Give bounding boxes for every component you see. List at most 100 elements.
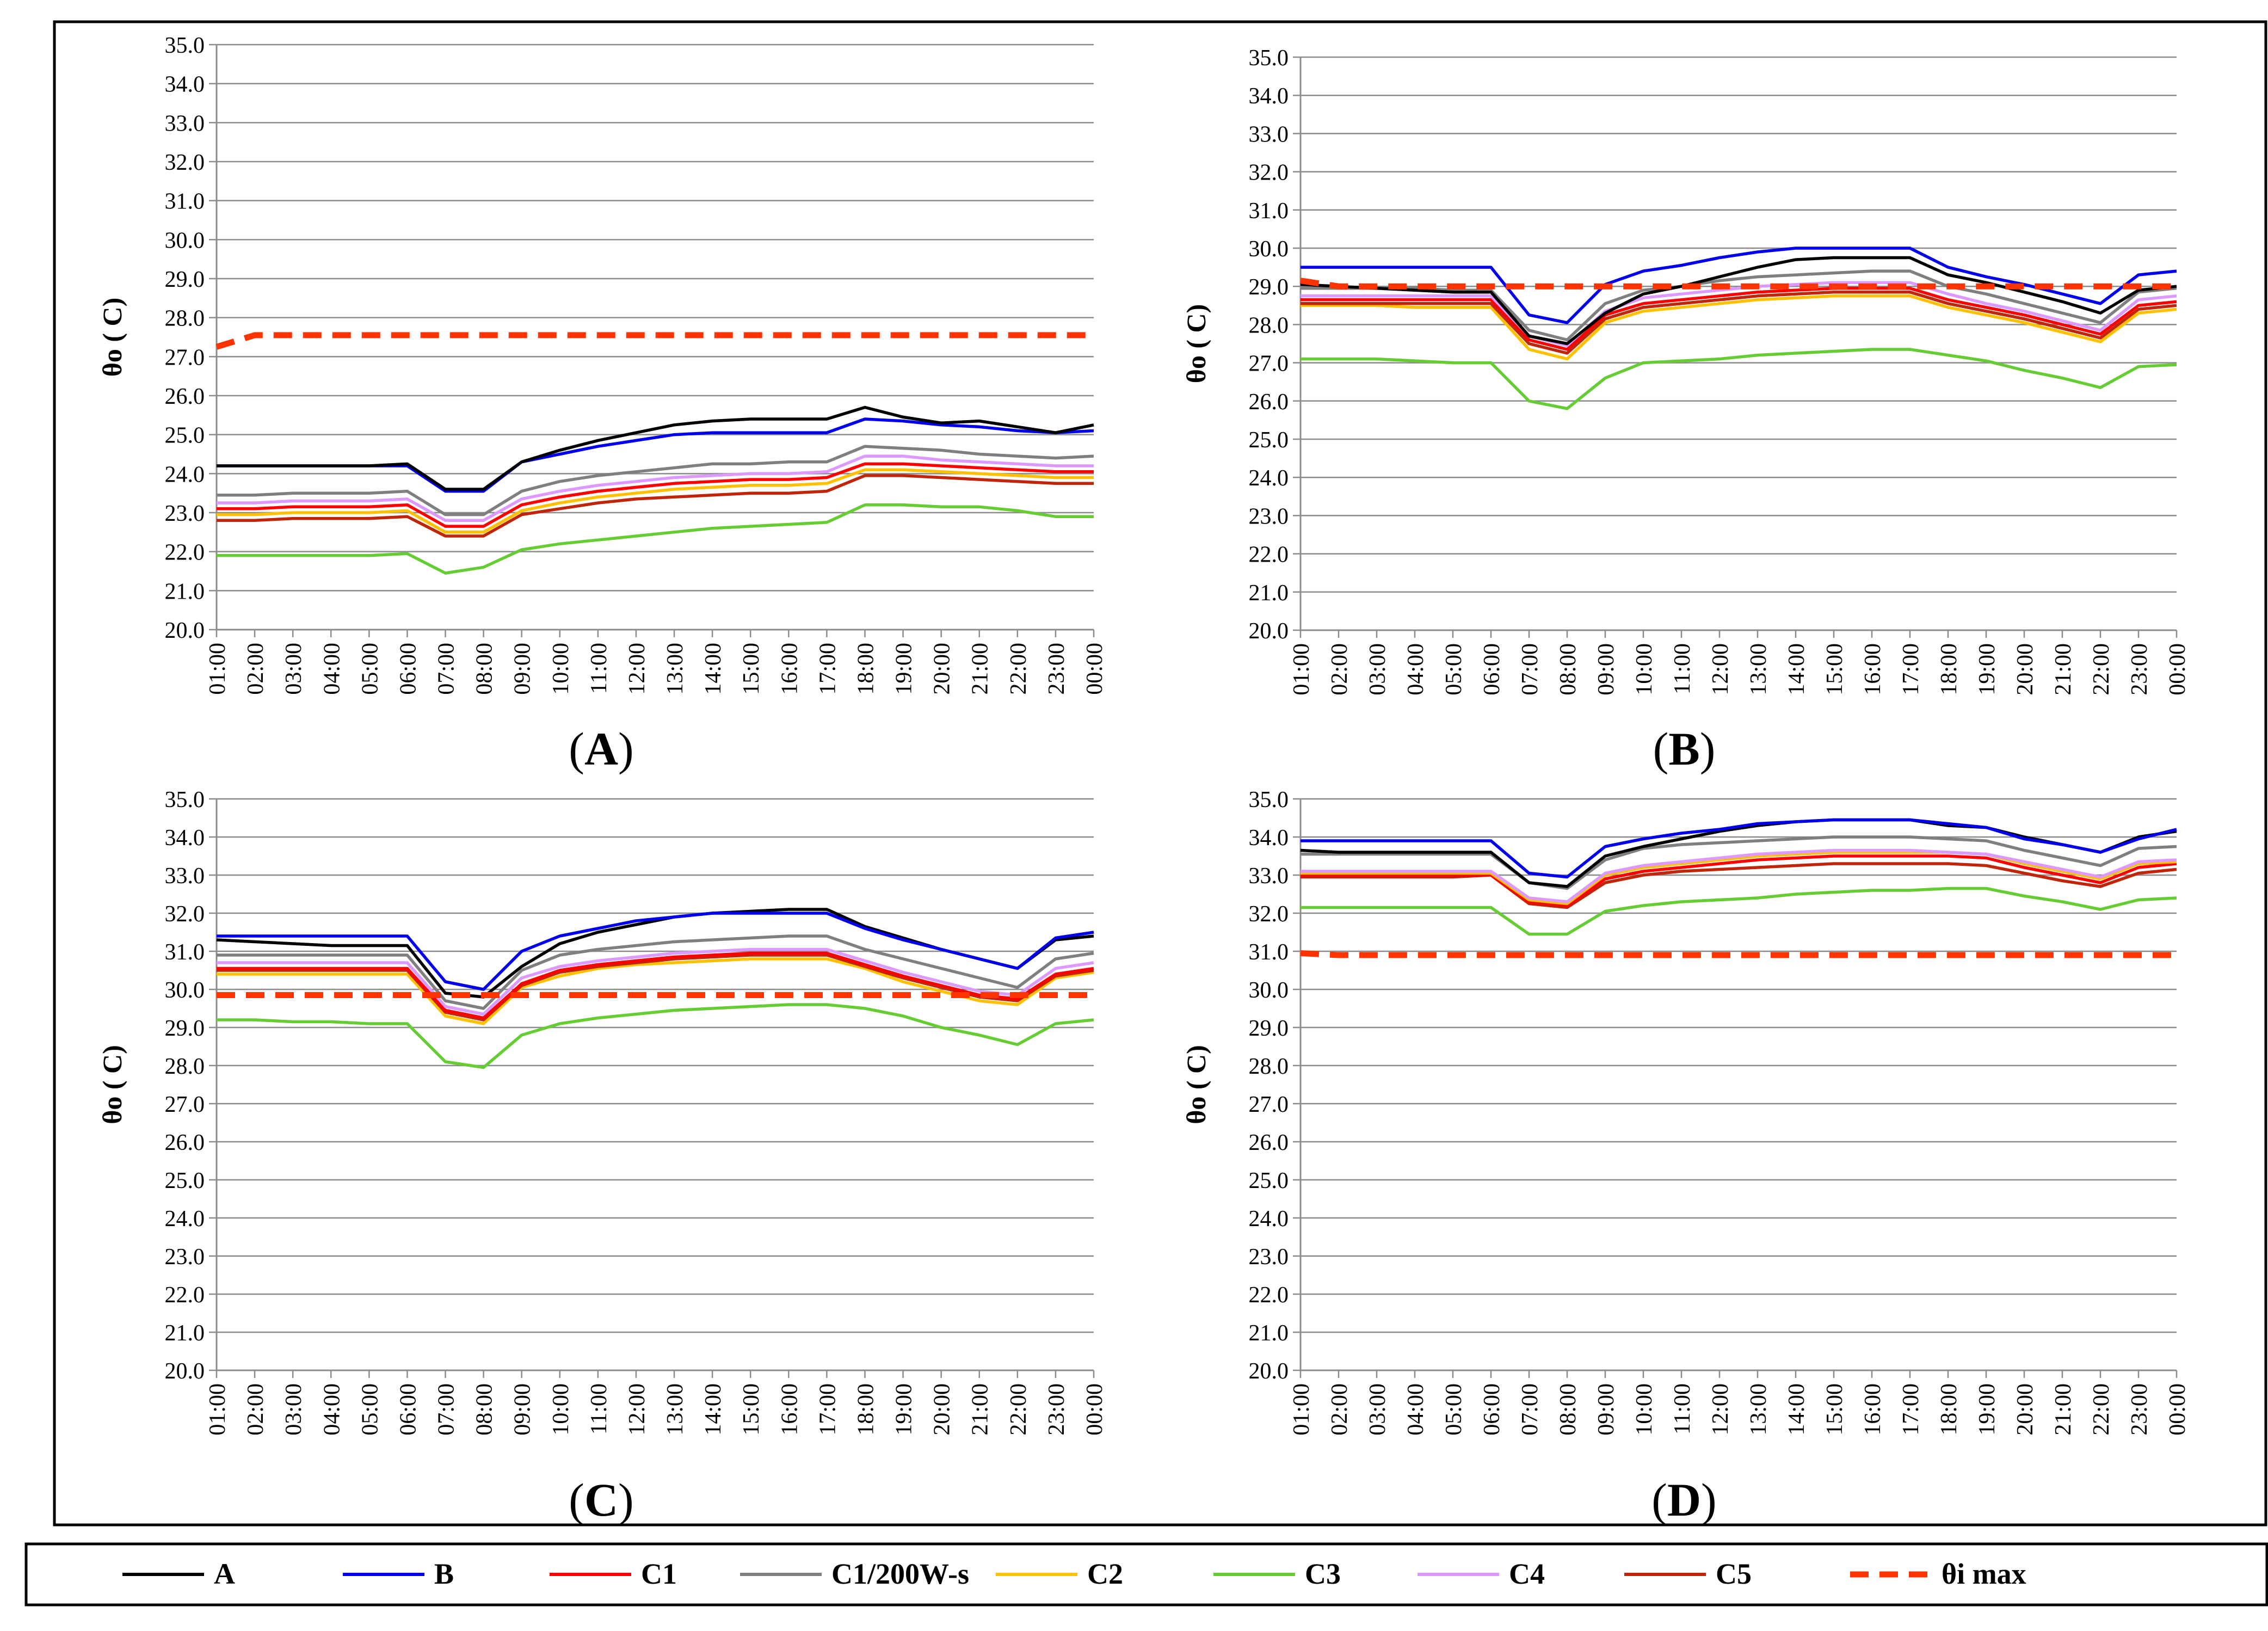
- y-tick-label: 31.0: [165, 189, 205, 214]
- x-tick-label: 09:00: [1594, 643, 1619, 696]
- y-tick-label: 34.0: [165, 826, 205, 851]
- y-tick-label: 30.0: [165, 978, 205, 1003]
- x-tick-label: 12:00: [625, 1383, 650, 1436]
- legend-item-a: A: [122, 1558, 235, 1590]
- x-tick-label: 01:00: [205, 643, 230, 695]
- legend-frame: [24, 1542, 2268, 1607]
- x-tick-label: 15:00: [739, 1383, 764, 1436]
- x-tick-label: 08:00: [1556, 643, 1581, 696]
- y-tick-label: 22.0: [165, 540, 205, 565]
- x-tick-label: 18:00: [853, 1383, 878, 1436]
- x-tick-label: 22:00: [2089, 643, 2114, 696]
- x-tick-label: 06:00: [1480, 643, 1505, 696]
- x-tick-label: 18:00: [1937, 643, 1962, 696]
- series-line-c1-200w-s: [217, 934, 1094, 1010]
- x-tick-label: 19:00: [1975, 1383, 2000, 1436]
- series-line-c2: [1301, 851, 2177, 906]
- y-tick-label: 26.0: [165, 384, 205, 409]
- y-tick-label: 30.0: [1249, 978, 1289, 1003]
- series-line-c5: [1301, 862, 2177, 909]
- legend-item-c1-200w-s: C1/200W-s: [740, 1558, 969, 1590]
- x-tick-label: 04:00: [1403, 1383, 1428, 1436]
- x-tick-label: 10:00: [1632, 1383, 1657, 1436]
- legend-label: θi max: [1942, 1558, 2026, 1590]
- x-tick-label: 11:00: [1670, 643, 1695, 694]
- x-tick-label: 04:00: [319, 1383, 344, 1436]
- y-tick-label: 31.0: [1249, 940, 1289, 965]
- x-tick-label: 21:00: [2051, 1383, 2076, 1436]
- y-tick-label: 26.0: [1249, 1130, 1289, 1155]
- x-tick-label: 04:00: [1403, 643, 1428, 696]
- x-tick-label: 10:00: [548, 643, 574, 695]
- x-tick-label: 03:00: [281, 1383, 306, 1436]
- y-tick-label: 24.0: [165, 1207, 205, 1232]
- y-tick-label: 28.0: [165, 306, 205, 331]
- x-tick-label: 05:00: [1441, 643, 1466, 696]
- x-tick-label: 01:00: [205, 1383, 230, 1436]
- y-tick-label: 22.0: [1249, 1283, 1289, 1308]
- y-tick-label: 33.0: [165, 111, 205, 136]
- y-tick-label: 33.0: [165, 864, 205, 889]
- x-tick-label: 17:00: [815, 1383, 840, 1436]
- panels-frame: [53, 20, 2267, 1527]
- x-tick-label: 05:00: [358, 643, 383, 695]
- x-tick-label: 18:00: [1937, 1383, 1962, 1436]
- x-tick-label: 17:00: [1899, 1383, 1924, 1436]
- legend-item-b: B: [343, 1558, 454, 1590]
- y-tick-label: 32.0: [1249, 161, 1289, 186]
- x-tick-label: 21:00: [2051, 643, 2076, 696]
- x-tick-label: 13:00: [1746, 1383, 1771, 1436]
- y-tick-label: 34.0: [165, 72, 205, 97]
- x-tick-label: 14:00: [701, 1383, 726, 1436]
- series-line-c1-200w-s: [217, 445, 1094, 516]
- series-line-c4: [217, 454, 1094, 522]
- series-line-c2: [217, 957, 1094, 1025]
- x-tick-label: 20:00: [930, 1383, 955, 1436]
- x-tick-label: 08:00: [472, 1383, 497, 1436]
- x-tick-label: 02:00: [243, 1383, 268, 1436]
- series-line-c3: [217, 503, 1094, 575]
- y-tick-label: 26.0: [1249, 390, 1289, 415]
- y-axis-label: θo ( C): [97, 298, 127, 377]
- legend-label: B: [434, 1558, 454, 1590]
- legend-label: C3: [1305, 1558, 1341, 1590]
- y-tick-label: 28.0: [1249, 313, 1289, 338]
- x-tick-label: 14:00: [1784, 643, 1809, 696]
- y-tick-label: 30.0: [165, 228, 205, 253]
- y-tick-label: 24.0: [1249, 1207, 1289, 1232]
- y-tick-label: 20.0: [1249, 1359, 1289, 1384]
- y-tick-label: 24.0: [1249, 466, 1289, 491]
- x-tick-label: 08:00: [472, 643, 497, 695]
- x-tick-label: 01:00: [1289, 643, 1314, 696]
- x-tick-label: 19:00: [892, 643, 917, 695]
- series-line-c5: [217, 474, 1094, 538]
- y-tick-label: 30.0: [1249, 237, 1289, 262]
- y-tick-label: 31.0: [165, 940, 205, 965]
- x-tick-label: 12:00: [1708, 643, 1733, 696]
- panel-label: (B): [1653, 723, 1716, 775]
- y-tick-label: 35.0: [165, 787, 205, 813]
- y-tick-label: 22.0: [1249, 543, 1289, 568]
- x-tick-label: 14:00: [1784, 1383, 1809, 1436]
- series-line-b: [1301, 247, 2177, 324]
- y-tick-label: 33.0: [1249, 122, 1289, 147]
- x-tick-label: 22:00: [1006, 1383, 1031, 1436]
- legend-label: C5: [1716, 1558, 1752, 1590]
- y-tick-label: 29.0: [1249, 1016, 1289, 1041]
- x-tick-label: 23:00: [2127, 1383, 2152, 1436]
- x-tick-label: 19:00: [1975, 643, 2000, 696]
- x-tick-label: 16:00: [777, 1383, 802, 1436]
- x-tick-label: 07:00: [434, 643, 459, 695]
- series-line-c1: [1301, 854, 2177, 907]
- legend-label: C1/200W-s: [831, 1558, 969, 1590]
- x-tick-label: 20:00: [2013, 1383, 2038, 1436]
- y-tick-label: 32.0: [165, 902, 205, 927]
- series-line-c1: [1301, 286, 2177, 351]
- legend-label: C1: [641, 1558, 677, 1590]
- x-tick-label: 15:00: [739, 643, 764, 695]
- x-tick-label: 05:00: [358, 1383, 383, 1436]
- x-tick-label: 18:00: [853, 643, 878, 695]
- y-tick-label: 27.0: [165, 345, 205, 370]
- x-tick-label: 07:00: [434, 1383, 459, 1436]
- y-tick-label: 29.0: [1249, 275, 1289, 300]
